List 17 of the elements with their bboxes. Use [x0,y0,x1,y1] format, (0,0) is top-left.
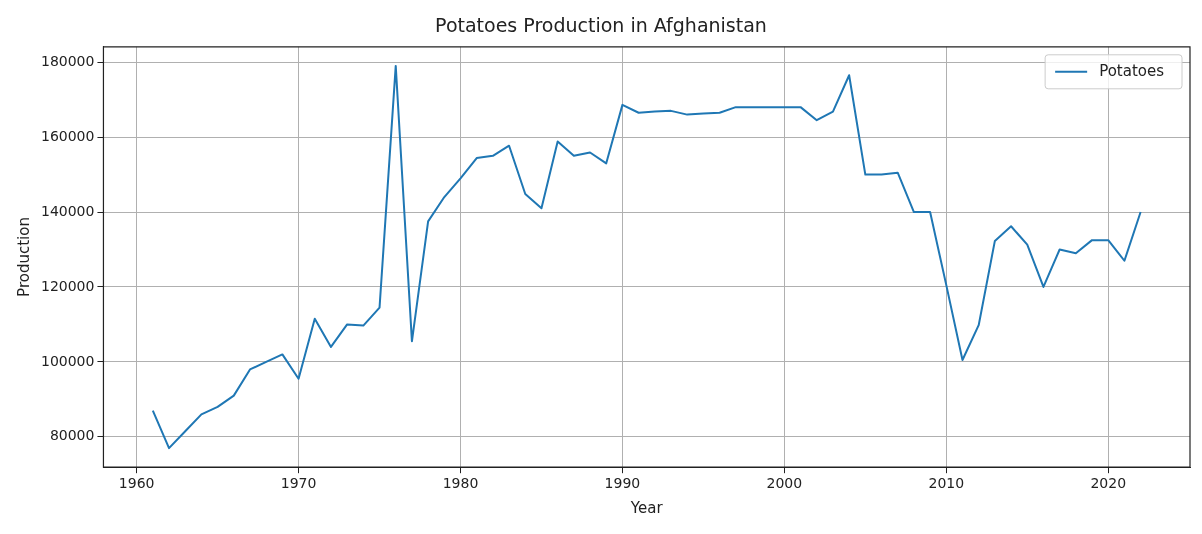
y-axis-title: Production [14,217,33,297]
x-axis-title: Year [629,498,664,517]
y-tick-label: 180000 [40,52,95,69]
y-tick-label: 100000 [40,352,95,369]
x-tick-label: 2000 [766,475,803,492]
x-tick-label: 1960 [118,475,155,492]
x-tick-label: 1980 [442,475,479,492]
y-tick-label: 80000 [49,427,95,444]
chart-title: Potatoes Production in Afghanistan [435,14,767,37]
legend-label: Potatoes [1099,61,1165,80]
x-tick-label: 1990 [604,475,641,492]
x-tick-label: 2010 [928,475,965,492]
y-tick-label: 160000 [40,127,95,144]
x-tick-label: 1970 [280,475,317,492]
y-tick-label: 140000 [40,202,95,219]
x-tick-label: 2020 [1090,475,1127,492]
y-tick-label: 120000 [40,277,95,294]
